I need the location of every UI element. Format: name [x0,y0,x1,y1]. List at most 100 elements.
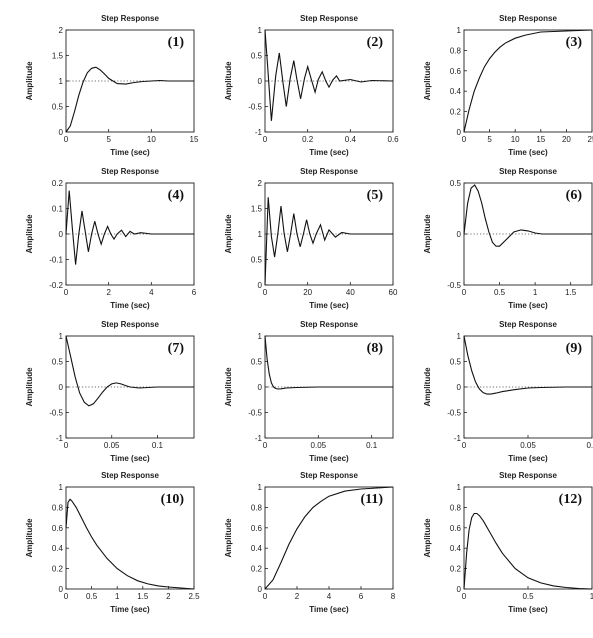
chart-title: Step Response [300,167,358,176]
chart-panel-3: Step Response 0 5 10 15 20 25 0 0.2 0.4 0.6 0.8 1 Tim… [423,14,593,157]
x-tick-label: 15 [190,135,199,144]
x-tick-label: 5 [106,135,111,144]
x-tick-label: 2 [106,288,111,297]
x-tick-label: 0 [263,441,268,450]
y-tick-label: 2 [258,179,263,188]
step-response-curve [264,29,394,121]
y-tick-label: 0.4 [450,87,462,96]
y-tick-label: -1 [56,434,64,443]
y-tick-label: 0.6 [450,524,462,533]
y-axis-label: Amplitude [25,518,34,558]
y-tick-label: 1 [258,332,263,341]
chart-panel-9: Step Response 0 0.05 0.1 -1 -0.5 0 0.5 1 Time (se… [423,320,593,463]
y-axis-label: Amplitude [25,367,34,407]
x-tick-label: 0 [263,135,268,144]
y-tick-label: 0.5 [251,52,263,61]
x-tick-label: 2 [295,592,300,601]
y-tick-label: 0 [457,230,462,239]
x-axis-label: Time (sec) [309,148,349,157]
x-tick-label: 0.1 [152,441,164,450]
y-tick-label: 0.6 [52,524,64,533]
x-tick-label: 0.6 [387,135,399,144]
x-tick-label: 0.4 [345,135,357,144]
y-tick-label: 0.6 [450,67,462,76]
y-tick-label: 1 [258,26,263,35]
x-tick-label: 2.5 [188,592,200,601]
y-tick-label: 0 [258,585,263,594]
y-axis-label: Amplitude [224,367,233,407]
y-tick-label: 0 [59,230,64,239]
y-tick-label: 0.4 [52,544,64,553]
x-axis-label: Time (sec) [110,454,150,463]
y-tick-label: 0.1 [52,205,64,214]
y-tick-label: 0 [258,383,263,392]
chart-title: Step Response [499,167,557,176]
y-tick-label: 1.5 [52,52,64,61]
y-tick-label: 0.4 [251,544,263,553]
x-tick-label: 40 [346,288,355,297]
y-tick-label: 0 [457,383,462,392]
x-tick-label: 1 [590,592,593,601]
x-tick-label: 6 [359,592,364,601]
x-tick-label: 15 [536,135,545,144]
x-tick-label: 0.1 [586,441,593,450]
x-tick-label: 0.05 [311,441,327,450]
x-tick-label: 0 [462,592,467,601]
y-tick-label: 0.8 [450,46,462,55]
x-tick-label: 5 [487,135,492,144]
x-tick-label: 1.5 [565,288,577,297]
x-axis-label: Time (sec) [110,605,150,614]
panel-label: (4) [168,188,185,203]
y-tick-label: 1 [258,483,263,492]
y-tick-label: 0 [457,128,462,137]
x-tick-label: 0 [462,441,467,450]
y-tick-label: 0 [258,77,263,86]
x-tick-label: 25 [588,135,593,144]
x-tick-label: 0.05 [104,441,120,450]
panel-label: (5) [367,188,384,203]
y-axis-label: Amplitude [224,518,233,558]
panel-label: (6) [566,188,583,203]
y-tick-label: 1.5 [251,205,263,214]
step-response-curve [463,512,593,590]
y-axis-label: Amplitude [423,61,432,101]
x-tick-label: 1 [533,288,538,297]
x-tick-label: 2 [166,592,171,601]
panel-label: (7) [168,341,185,356]
chart-panel-12: Step Response 0 0.5 1 0 0.2 0.4 0.6 0.8 1 Time (se… [423,471,593,614]
x-tick-label: 4 [327,592,332,601]
chart-title: Step Response [300,14,358,23]
y-tick-label: -0.1 [49,256,63,265]
x-tick-label: 0 [462,135,467,144]
x-tick-label: 0 [64,135,69,144]
chart-title: Step Response [499,320,557,329]
y-axis-label: Amplitude [423,214,432,254]
y-tick-label: 0.5 [251,256,263,265]
x-tick-label: 0.05 [520,441,536,450]
panel-label: (8) [367,341,384,356]
y-tick-label: -0.5 [248,103,262,112]
y-tick-label: 1 [258,230,263,239]
y-tick-label: 1 [59,77,64,86]
y-tick-label: 1 [457,483,462,492]
chart-panel-11: Step Response 0 2 4 6 8 0 0.2 0.4 0.6 0.8 1 Time (se… [224,471,396,614]
chart-title: Step Response [300,471,358,480]
y-tick-label: 1 [59,483,64,492]
step-response-curve [65,66,194,133]
x-axis-label: Time (sec) [110,301,150,310]
x-axis-label: Time (sec) [508,454,548,463]
x-axis-label: Time (sec) [110,148,150,157]
x-tick-label: 0 [64,288,69,297]
y-tick-label: 0.5 [450,179,462,188]
plot-frame [463,29,593,133]
panel-label: (12) [559,492,583,507]
y-tick-label: -1 [454,434,462,443]
y-tick-label: 1 [457,26,462,35]
x-tick-label: 0 [64,441,69,450]
panel-label: (9) [566,341,583,356]
y-tick-label: 0 [457,585,462,594]
x-axis-label: Time (sec) [508,148,548,157]
y-tick-label: 0 [59,383,64,392]
x-tick-label: 1.5 [137,592,149,601]
